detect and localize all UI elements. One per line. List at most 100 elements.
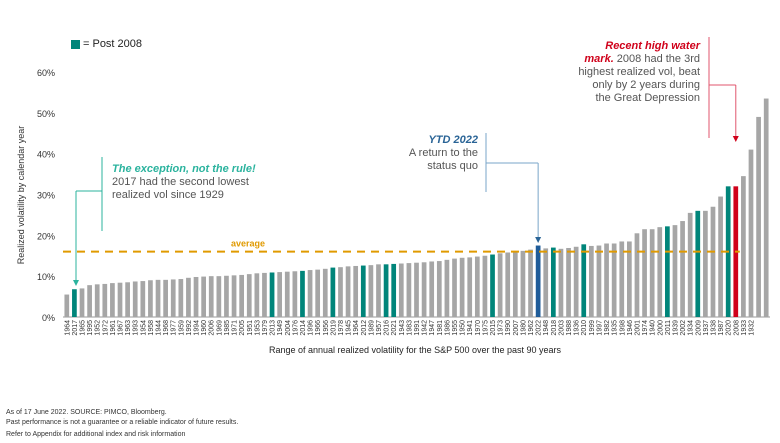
x-tick-label: 1993 — [133, 320, 140, 336]
bar-1960 — [201, 276, 206, 317]
bar-1997 — [596, 245, 602, 317]
x-tick-label: 1947 — [429, 320, 436, 336]
bar-1948 — [543, 248, 549, 317]
bar-1995 — [87, 285, 92, 317]
bar-2007 — [512, 251, 518, 317]
x-tick-label: 1943 — [399, 320, 406, 336]
bar-1971 — [231, 275, 237, 317]
bar-1952 — [94, 284, 100, 317]
bar-1970 — [474, 256, 480, 317]
y-axis-label: Realized volatility by calendar year — [16, 126, 26, 265]
bar-1998 — [619, 241, 625, 317]
bar-2018 — [550, 247, 556, 317]
x-tick-label: 2012 — [361, 320, 368, 336]
bar-1966 — [315, 269, 321, 317]
bar-1976 — [292, 271, 298, 317]
y-tick-label: 50% — [37, 109, 55, 119]
bar-1999 — [588, 245, 594, 317]
bar-1963 — [125, 282, 130, 317]
bar-1968 — [163, 279, 168, 317]
x-tick-label: 1959 — [178, 320, 185, 336]
x-axis-label: Range of annual realized volatility for … — [269, 345, 562, 355]
bar-1941 — [467, 257, 473, 317]
bar-1950 — [459, 257, 465, 317]
bar-2000 — [657, 227, 663, 317]
x-tick-label: 1962 — [528, 320, 535, 336]
bar-2016 — [383, 264, 389, 317]
x-tick-label: 1969 — [216, 320, 223, 336]
x-tick-label: 1973 — [498, 320, 505, 336]
x-tick-label: 1979 — [262, 320, 269, 336]
x-tick-label: 2017 — [72, 320, 79, 336]
footer-disclaimer: Past performance is not a guarantee or a… — [6, 419, 239, 426]
bar-1935 — [611, 243, 617, 317]
y-tick-label: 60% — [37, 68, 55, 78]
x-tick-label: 1953 — [254, 320, 261, 336]
x-tick-label: 2013 — [270, 320, 277, 336]
x-tick-label: 1986 — [444, 320, 451, 336]
bar-1942 — [421, 262, 427, 317]
bar-1990 — [505, 252, 511, 317]
annotation-high-text: 2008 had the 3rd highest realized vol, b… — [578, 53, 700, 104]
bar-1959 — [178, 279, 184, 317]
x-tick-label: 1968 — [163, 320, 170, 336]
bar-1977 — [170, 279, 176, 317]
x-tick-label: 2006 — [209, 320, 216, 336]
bar-1951 — [246, 274, 252, 317]
bar-1996 — [307, 270, 313, 317]
bar-1964 — [64, 294, 70, 317]
average-label: average — [231, 239, 265, 249]
x-tick-label: 1945 — [346, 320, 353, 336]
annotation-high-bold: Recent high water mark. — [584, 40, 700, 65]
x-tick-label: 1934 — [688, 320, 695, 336]
x-tick-label: 1990 — [505, 320, 512, 336]
x-tick-label: 1983 — [406, 320, 413, 336]
bar-2006 — [208, 276, 214, 317]
x-tick-label: 2014 — [300, 320, 307, 336]
x-tick-label: 1985 — [224, 320, 231, 336]
x-tick-label: 1949 — [277, 320, 284, 336]
x-tick-label: 1946 — [627, 320, 634, 336]
annotation-ytd-bold: YTD 2022 — [428, 134, 478, 146]
bar-2019 — [330, 267, 336, 317]
x-tick-label: 1960 — [201, 320, 208, 336]
high-arrow — [732, 136, 739, 142]
legend: = Post 2008 — [71, 38, 142, 50]
x-tick-label: 1933 — [741, 320, 748, 336]
y-tick-label: 10% — [37, 272, 55, 282]
x-tick-label: 1964 — [353, 320, 360, 336]
bar-1957 — [376, 264, 381, 317]
bar-2022 — [535, 245, 541, 317]
footer-appendix: Refer to Appendix for additional index a… — [6, 431, 186, 438]
x-tick-label: 1958 — [148, 320, 155, 336]
y-tick-label: 40% — [37, 150, 55, 160]
bar-2010 — [581, 244, 587, 317]
bar-1947 — [429, 261, 435, 317]
exception-arrow — [73, 280, 79, 286]
x-tick-label: 2011 — [665, 320, 672, 335]
bar-1986 — [444, 259, 450, 317]
bar-1993 — [132, 281, 138, 317]
bar-1981 — [436, 261, 442, 317]
x-tick-label: 1965 — [80, 320, 87, 336]
bar-2014 — [300, 270, 305, 317]
x-tick-label: 1978 — [338, 320, 345, 336]
x-tick-label: 1937 — [703, 320, 710, 336]
bar-1955 — [452, 258, 457, 317]
bar-1936 — [573, 246, 579, 317]
y-tick-label: 30% — [37, 191, 55, 201]
x-tick-label: 2008 — [733, 320, 740, 336]
bar-2003 — [558, 248, 564, 317]
x-tick-label: 1980 — [520, 320, 527, 336]
bar-1982 — [604, 243, 609, 317]
bar-2001 — [634, 233, 640, 317]
x-tick-label: 1995 — [87, 320, 94, 336]
bar-1932 — [748, 149, 754, 317]
x-tick-label: 2003 — [558, 320, 565, 336]
x-tick-label: 1991 — [414, 320, 421, 336]
x-tick-label: 2016 — [384, 320, 391, 336]
bar-1964 — [353, 265, 359, 317]
x-tick-label: 2018 — [551, 320, 558, 336]
bar-2005 — [239, 274, 245, 317]
x-tick-label: 1948 — [543, 320, 550, 336]
